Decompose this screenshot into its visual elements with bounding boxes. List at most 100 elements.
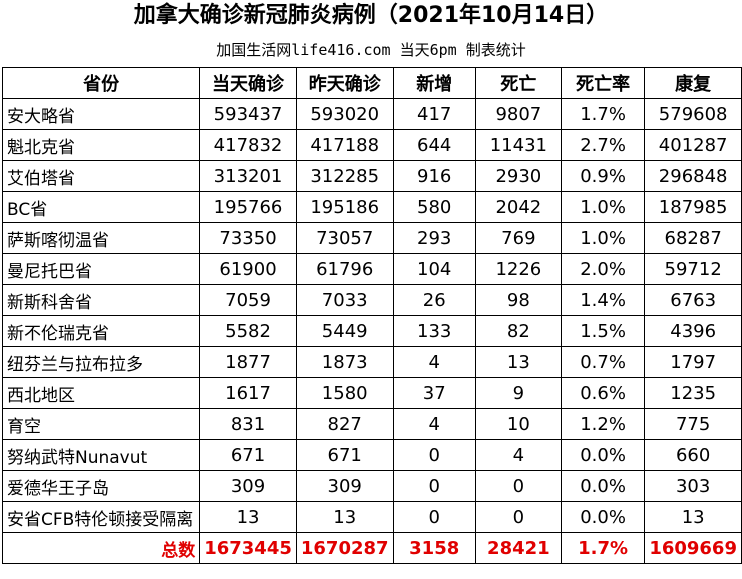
- cell: 0: [474, 470, 562, 502]
- cell: 1609669: [644, 532, 742, 564]
- cell: 313201: [199, 160, 297, 192]
- cell: 417188: [295, 129, 394, 161]
- cell: 11431: [474, 129, 562, 161]
- cell: 7033: [295, 284, 394, 316]
- cell: 5582: [199, 315, 297, 347]
- cell: 769: [474, 222, 562, 254]
- column-header: 死亡: [474, 67, 562, 99]
- cell: 644: [392, 129, 476, 161]
- cell: 0.7%: [560, 346, 646, 378]
- table-row: BC省 195766 195186 580 2042 1.0% 187985: [1, 191, 742, 223]
- cell: 579608: [644, 98, 742, 130]
- table-row: 艾伯塔省 313201 312285 916 2930 0.9% 296848: [1, 160, 742, 192]
- row-label: 爱德华王子岛: [1, 470, 201, 502]
- cell: 293: [392, 222, 476, 254]
- cell: 1226: [474, 253, 562, 285]
- cell: 303: [644, 470, 742, 502]
- column-header: 死亡率: [560, 67, 646, 99]
- column-header: 昨天确诊: [295, 67, 394, 99]
- cell: 401287: [644, 129, 742, 161]
- cell: 1670287: [295, 532, 394, 564]
- column-header: 当天确诊: [199, 67, 297, 99]
- cell: 82: [474, 315, 562, 347]
- cell: 1617: [199, 377, 297, 409]
- cell: 59712: [644, 253, 742, 285]
- cell: 1877: [199, 346, 297, 378]
- cell: 7059: [199, 284, 297, 316]
- cell: 4: [474, 439, 562, 471]
- cell: 28421: [474, 532, 562, 564]
- column-header: 新增: [392, 67, 476, 99]
- cell: 0: [392, 470, 476, 502]
- cell: 312285: [295, 160, 394, 192]
- cell: 827: [295, 408, 394, 440]
- row-label: 曼尼托巴省: [1, 253, 201, 285]
- cell: 1235: [644, 377, 742, 409]
- column-header: 省份: [1, 67, 201, 99]
- cell: 1797: [644, 346, 742, 378]
- cell: 1673445: [199, 532, 297, 564]
- cell: 309: [295, 470, 394, 502]
- header-row: 省份 当天确诊 昨天确诊 新增 死亡 死亡率 康复: [1, 67, 742, 99]
- cell: 0: [474, 501, 562, 533]
- table-row: 萨斯喀彻温省 73350 73057 293 769 1.0% 68287: [1, 222, 742, 254]
- cell: 4396: [644, 315, 742, 347]
- cell: 417: [392, 98, 476, 130]
- cell: 0.0%: [560, 470, 646, 502]
- cell: 4: [392, 408, 476, 440]
- cell: 1.0%: [560, 222, 646, 254]
- cell: 2042: [474, 191, 562, 223]
- cell: 0.0%: [560, 501, 646, 533]
- cell: 133: [392, 315, 476, 347]
- row-label: 新斯科舍省: [1, 284, 201, 316]
- cell: 4: [392, 346, 476, 378]
- cell: 187985: [644, 191, 742, 223]
- subtitle: 加国生活网life416.com 当天6pm 制表统计: [216, 41, 526, 59]
- cell: 13: [474, 346, 562, 378]
- row-label: 育空: [1, 408, 201, 440]
- cell: 3158: [392, 532, 476, 564]
- column-header: 康复: [644, 67, 742, 99]
- cell: 73057: [295, 222, 394, 254]
- cell: 13: [644, 501, 742, 533]
- cell: 0.9%: [560, 160, 646, 192]
- table-row: 新斯科舍省 7059 7033 26 98 1.4% 6763: [1, 284, 742, 316]
- cell: 68287: [644, 222, 742, 254]
- cell: 13: [295, 501, 394, 533]
- cell: 593437: [199, 98, 297, 130]
- cell: 0: [392, 439, 476, 471]
- table-row: 魁北克省 417832 417188 644 11431 2.7% 401287: [1, 129, 742, 161]
- row-label: BC省: [1, 191, 201, 223]
- row-label: 艾伯塔省: [1, 160, 201, 192]
- cell: 9: [474, 377, 562, 409]
- cell: 61900: [199, 253, 297, 285]
- table: 省份 当天确诊 昨天确诊 新增 死亡 死亡率 康复 安大略省 593437 593020 417 9…: [1, 67, 742, 564]
- cell: 671: [199, 439, 297, 471]
- row-label: 安大略省: [1, 98, 201, 130]
- cell: 195766: [199, 191, 297, 223]
- cell: 5449: [295, 315, 394, 347]
- row-label: 纽芬兰与拉布拉多: [1, 346, 201, 378]
- cell: 1.2%: [560, 408, 646, 440]
- cell: 296848: [644, 160, 742, 192]
- cell: 831: [199, 408, 297, 440]
- cell: 309: [199, 470, 297, 502]
- table-row: 总数 1673445 1670287 3158 28421 1.7% 1609669: [1, 532, 742, 564]
- cell: 26: [392, 284, 476, 316]
- cell: 61796: [295, 253, 394, 285]
- cell: 98: [474, 284, 562, 316]
- cell: 2.7%: [560, 129, 646, 161]
- cell: 195186: [295, 191, 394, 223]
- table-row: 西北地区 1617 1580 37 9 0.6% 1235: [1, 377, 742, 409]
- cell: 1.4%: [560, 284, 646, 316]
- cell: 0.6%: [560, 377, 646, 409]
- table-row: 纽芬兰与拉布拉多 1877 1873 4 13 0.7% 1797: [1, 346, 742, 378]
- cell: 1.5%: [560, 315, 646, 347]
- cell: 775: [644, 408, 742, 440]
- cell: 10: [474, 408, 562, 440]
- cell: 73350: [199, 222, 297, 254]
- table-row: 育空 831 827 4 10 1.2% 775: [1, 408, 742, 440]
- cell: 1873: [295, 346, 394, 378]
- cell: 104: [392, 253, 476, 285]
- row-label: 萨斯喀彻温省: [1, 222, 201, 254]
